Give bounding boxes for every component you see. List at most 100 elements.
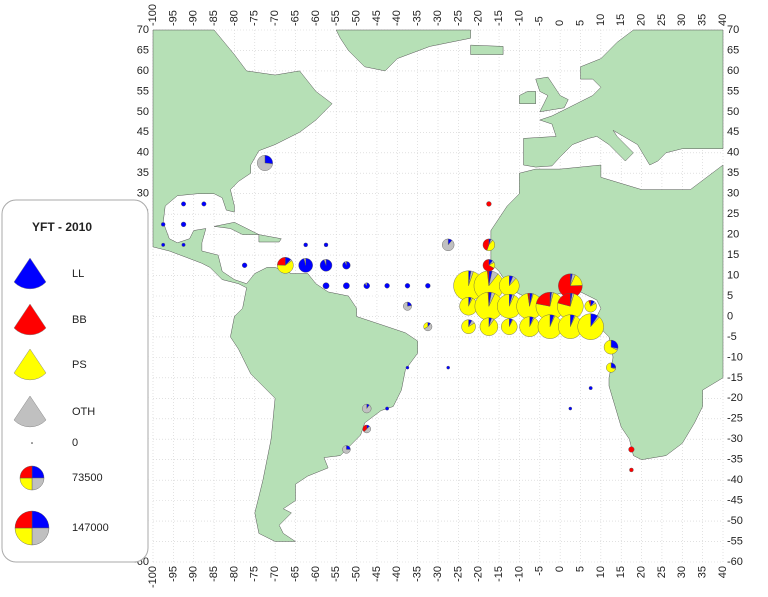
x-tick-label: -15 xyxy=(493,10,505,26)
x-tick-label: -10 xyxy=(513,10,525,26)
x-tick-label: -95 xyxy=(167,10,179,26)
y-tick-label: -45 xyxy=(727,495,743,507)
pie-slice xyxy=(160,222,166,227)
x-tick-label: 5 xyxy=(574,566,586,572)
x-tick-label: -10 xyxy=(513,566,525,582)
land xyxy=(523,29,724,168)
x-tick-label: 5 xyxy=(574,20,586,26)
y-tick-label: -35 xyxy=(727,454,743,466)
x-tick-label: -65 xyxy=(289,566,301,582)
x-tick-label: -30 xyxy=(432,10,444,26)
x-tick-label: 25 xyxy=(656,14,668,26)
pie-slice xyxy=(323,242,329,248)
pie-slice xyxy=(482,238,490,251)
x-tick-label: -85 xyxy=(208,10,220,26)
y-tick-label: 10 xyxy=(727,269,739,281)
pie-slice xyxy=(499,275,520,296)
pie-slice xyxy=(486,240,496,251)
x-tick-label: -25 xyxy=(452,10,464,26)
y-tick-label: 20 xyxy=(727,229,739,241)
x-tick-label: -15 xyxy=(493,566,505,582)
x-tick-label: -45 xyxy=(371,10,383,26)
x-tick-label: 25 xyxy=(656,566,668,578)
y-tick-label: 0 xyxy=(727,310,733,322)
pie-slice xyxy=(568,406,573,411)
pie-slice xyxy=(446,365,450,370)
y-tick-label: -40 xyxy=(727,474,743,486)
pie-slice xyxy=(385,406,390,411)
pie-slice xyxy=(535,292,551,307)
pie-slice xyxy=(181,242,186,247)
x-tick-label: 20 xyxy=(635,566,647,578)
legend-box xyxy=(1,199,149,563)
pie-slice xyxy=(344,261,347,266)
y-tick-label: 60 xyxy=(727,65,739,77)
pie-slice xyxy=(577,313,604,340)
x-tick-label: -75 xyxy=(249,10,261,26)
legend-size-label: 73500 xyxy=(72,472,103,484)
x-tick-label: -60 xyxy=(310,10,322,26)
y-tick-label: -55 xyxy=(727,535,743,547)
pie-slice xyxy=(629,467,634,473)
pie-slice xyxy=(527,293,530,307)
pie-slice xyxy=(384,283,390,289)
y-tick-label: -25 xyxy=(727,413,743,425)
pie-slice xyxy=(323,259,327,266)
pie-slice xyxy=(342,445,351,454)
x-tick-label: 40 xyxy=(717,566,729,578)
pie-slice xyxy=(584,300,597,313)
x-tick-label: -80 xyxy=(228,566,240,582)
legend-swatch xyxy=(13,303,47,336)
y-tick-label: 35 xyxy=(727,167,739,179)
pie-slice xyxy=(362,403,372,414)
x-tick-label: -90 xyxy=(188,566,200,582)
pie-slice xyxy=(557,293,571,307)
y-tick-label: 5 xyxy=(727,290,733,302)
legend-label: OTH xyxy=(72,406,95,418)
legend: YFT - 2010 LL BB PS OTH 0 73500 147000 xyxy=(1,199,149,563)
legend-label: PS xyxy=(72,359,87,371)
tick-layer: -100-100-95-95-90-90-85-85-80-80-75-75-7… xyxy=(133,4,743,588)
x-tick-label: 30 xyxy=(676,566,688,578)
legend-size-label: 147000 xyxy=(72,522,109,534)
pie-slice xyxy=(201,201,207,207)
y-tick-label: 40 xyxy=(727,147,739,159)
x-tick-label: -85 xyxy=(208,566,220,582)
pie-slice xyxy=(322,282,330,290)
pie-slice xyxy=(257,155,273,171)
y-tick-label: -15 xyxy=(727,372,743,384)
y-tick-label: -20 xyxy=(727,392,743,404)
x-tick-label: -60 xyxy=(310,566,322,582)
x-tick-label: 15 xyxy=(615,14,627,26)
x-tick-label: 30 xyxy=(676,14,688,26)
pie-slice xyxy=(405,365,410,370)
pie-slice xyxy=(241,262,248,268)
x-tick-label: 20 xyxy=(635,14,647,26)
x-tick-label: -50 xyxy=(350,566,362,582)
legend-size-symbol xyxy=(31,442,33,444)
y-tick-label: -60 xyxy=(727,556,743,568)
y-tick-label: -30 xyxy=(727,433,743,445)
x-tick-label: -45 xyxy=(371,566,383,582)
x-tick-label: 40 xyxy=(717,14,729,26)
x-tick-label: 0 xyxy=(554,566,566,572)
x-tick-label: 35 xyxy=(697,566,709,578)
pie-slice xyxy=(628,446,635,453)
land xyxy=(258,234,282,243)
x-tick-label: 10 xyxy=(595,14,607,26)
y-tick-label: 30 xyxy=(727,188,739,200)
land xyxy=(470,44,504,55)
pie-slice xyxy=(479,317,499,336)
pie-slice xyxy=(343,282,350,290)
pie-slice xyxy=(603,339,618,355)
x-tick-label: -20 xyxy=(473,10,485,26)
x-tick-label: -70 xyxy=(269,566,281,582)
legend-title: YFT - 2010 xyxy=(32,220,92,234)
x-tick-label: -35 xyxy=(412,10,424,26)
x-tick-label: -55 xyxy=(330,566,342,582)
x-tick-label: -50 xyxy=(350,10,362,26)
legend-swatch xyxy=(13,257,47,290)
pie-slice xyxy=(404,283,411,289)
y-tick-label: 50 xyxy=(137,106,149,118)
